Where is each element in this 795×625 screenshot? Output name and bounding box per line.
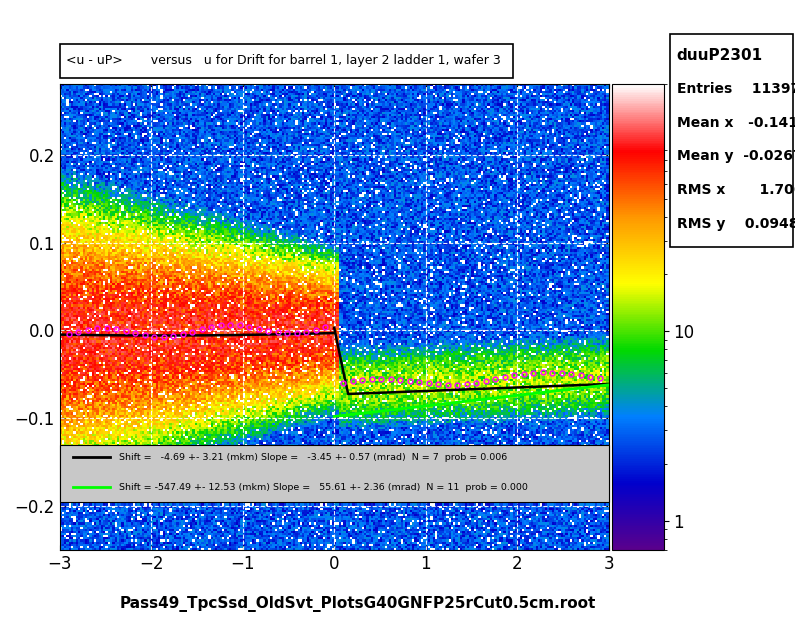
Text: Shift =   -4.69 +- 3.21 (mkm) Slope =   -3.45 +- 0.57 (mrad)  N = 7  prob = 0.00: Shift = -4.69 +- 3.21 (mkm) Slope = -3.4…	[119, 453, 507, 462]
Text: 0: 0	[742, 62, 752, 80]
Text: Shift = -547.49 +- 12.53 (mkm) Slope =   55.61 +- 2.36 (mrad)  N = 11  prob = 0.: Shift = -547.49 +- 12.53 (mkm) Slope = 5…	[119, 482, 528, 492]
Text: <u - uP>       versus   u for Drift for barrel 1, layer 2 ladder 1, wafer 3: <u - uP> versus u for Drift for barrel 1…	[66, 54, 501, 68]
Bar	[60, 444, 609, 502]
Text: Mean y  -0.02674: Mean y -0.02674	[677, 149, 795, 163]
Text: duuP2301: duuP2301	[677, 48, 762, 63]
Text: Pass49_TpcSsd_OldSvt_PlotsG40GNFP25rCut0.5cm.root: Pass49_TpcSsd_OldSvt_PlotsG40GNFP25rCut0…	[119, 596, 596, 612]
Text: Mean x   -0.1419: Mean x -0.1419	[677, 116, 795, 129]
Text: RMS y    0.09482: RMS y 0.09482	[677, 217, 795, 231]
Text: RMS x       1.706: RMS x 1.706	[677, 183, 795, 197]
Text: Entries    113973: Entries 113973	[677, 82, 795, 96]
